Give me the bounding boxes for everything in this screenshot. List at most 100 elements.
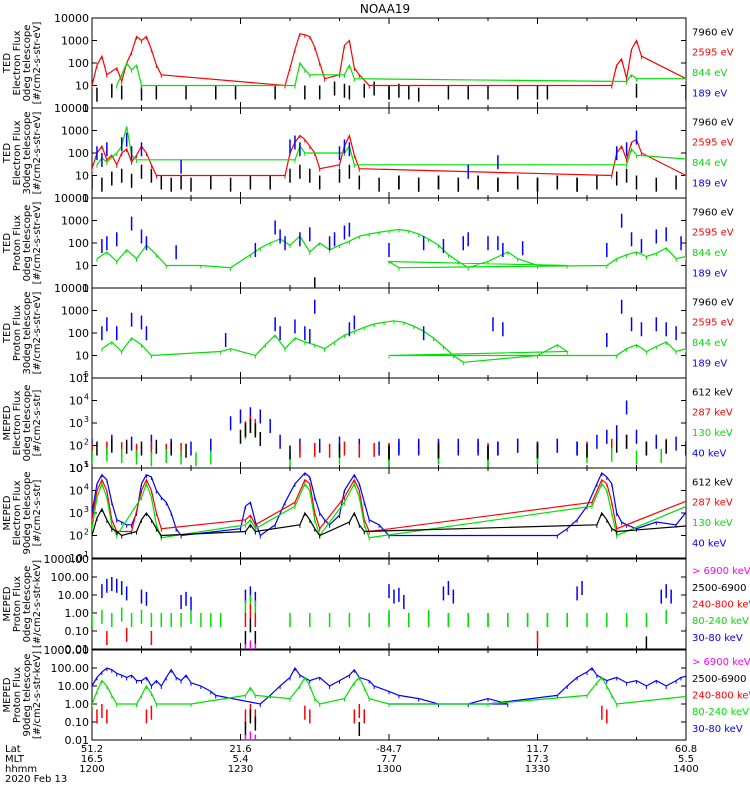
y-tick-label: 1 — [82, 102, 89, 115]
series — [92, 666, 686, 707]
y-tick-label: 10 — [69, 552, 83, 565]
y-tick-label: 10 — [75, 170, 89, 183]
series — [92, 472, 686, 539]
series — [101, 299, 677, 347]
y-axis-label: MEPED — [2, 677, 13, 712]
footer-tick-lat: 51.2 — [81, 744, 103, 755]
legend-entry: 189 eV — [692, 89, 727, 100]
y-tick-label: 10 — [69, 440, 83, 453]
y-tick-label: 10 — [69, 485, 83, 498]
legend-entry: 189 eV — [692, 179, 727, 190]
y-tick-label: 1000.00 — [44, 553, 90, 566]
legend-entry: 7960 eV — [692, 297, 734, 308]
series — [96, 126, 686, 168]
y-axis-label: [#/cm2-s-str] — [32, 479, 43, 546]
y-tick-label: 10000 — [54, 282, 89, 295]
y-tick-exponent: 2 — [84, 528, 89, 537]
y-axis-label: [#/cm2-s-str-eV] — [32, 292, 43, 375]
series — [244, 731, 257, 740]
y-tick-label: 100.00 — [51, 571, 90, 584]
y-tick-exponent: 3 — [84, 505, 89, 514]
y-tick-exponent: 4 — [84, 393, 89, 402]
figure-title: NOAA19 — [360, 2, 410, 16]
legend-entry: 189 eV — [692, 359, 727, 370]
legend-entry: 844 eV — [692, 248, 727, 259]
legend-entry: 287 keV — [692, 498, 733, 509]
plot-area — [92, 472, 686, 541]
footer-tick-mlt: 17.3 — [526, 754, 548, 765]
y-tick-label: 10 — [69, 530, 83, 543]
legend-entry: > 6900 keV — [692, 566, 750, 577]
series — [92, 400, 677, 456]
y-axis-label: TED — [2, 53, 13, 74]
series-line — [92, 133, 686, 177]
footer-tick-hhmm: 1300 — [376, 764, 401, 775]
legend-entry: 40 keV — [692, 449, 726, 460]
y-tick-label: 10000 — [54, 192, 89, 205]
y-tick-label: 0.10 — [65, 625, 90, 638]
plot-frame — [91, 467, 687, 559]
y-tick-label: 0.01 — [65, 643, 90, 656]
legend-entry: 30-80 keV — [692, 724, 743, 735]
footer-row-label: 2020 Feb 13 — [5, 774, 67, 785]
footer-tick-hhmm: 1200 — [79, 764, 104, 775]
y-tick-exponent: 1 — [84, 460, 89, 469]
series-line — [92, 481, 686, 539]
y-tick-label: 100.00 — [51, 662, 90, 675]
legend-entry: 2595 eV — [692, 318, 734, 329]
footer-tick-lat: -84.7 — [376, 744, 402, 755]
y-axis-label: MEPED — [2, 495, 13, 530]
y-tick-exponent: 1 — [84, 550, 89, 559]
series — [96, 704, 608, 724]
y-axis-label: [#/cm2-s-str-eV] — [32, 202, 43, 285]
y-axis-label: Electron Flux — [12, 390, 23, 455]
y-tick-label: 1.00 — [65, 698, 90, 711]
series — [116, 61, 686, 89]
legend-entry: 2595 eV — [692, 228, 734, 239]
series — [96, 228, 686, 271]
y-axis-label: MEPED — [2, 586, 13, 621]
plot-area — [92, 400, 686, 467]
y-axis-label: Proton Flux — [12, 667, 23, 723]
series — [92, 676, 686, 707]
footer-row-label: Lat — [5, 744, 21, 755]
y-axis-label: [#/cm2-s-str-eV] — [32, 112, 43, 195]
footer-row-label: MLT — [5, 754, 25, 765]
legend-entry: 287 keV — [692, 408, 733, 419]
y-axis-label: 30deg telescope — [22, 111, 33, 194]
legend-entry: 844 eV — [692, 158, 727, 169]
footer-tick-mlt: 16.5 — [81, 754, 103, 765]
legend-entry: 240-800 keV — [692, 600, 750, 611]
series-line — [92, 676, 686, 705]
y-tick-label: 10 — [75, 350, 89, 363]
plot-area — [96, 213, 686, 288]
legend-entry: 80-240 keV — [692, 707, 749, 718]
y-tick-exponent: 4 — [84, 483, 89, 492]
panel-3: 1 10 100 1000 10000 TED Proton Flux 0deg telesc… — [2, 192, 734, 295]
legend-entry: 80-240 keV — [692, 616, 749, 627]
y-tick-label: 10 — [75, 260, 89, 273]
series-line — [92, 32, 686, 87]
series — [101, 320, 686, 366]
y-tick-label: 1 — [82, 192, 89, 205]
legend-entry: 240-800 keV — [692, 691, 750, 702]
y-tick-label: 1000 — [61, 35, 89, 48]
plot-area — [92, 577, 686, 649]
y-tick-label: 10 — [69, 417, 83, 430]
y-tick-label: 10.00 — [58, 680, 90, 693]
y-axis-label: [#/cm2-s-str] — [32, 389, 43, 456]
series — [244, 618, 648, 649]
y-tick-label: 10 — [69, 372, 83, 385]
y-axis-label: Proton Flux — [12, 215, 23, 271]
series — [244, 640, 257, 649]
legend-entry: 612 keV — [692, 387, 733, 398]
plot-area — [92, 666, 686, 740]
series — [92, 481, 686, 541]
series — [92, 164, 677, 192]
footer-tick-mlt: 5.4 — [233, 754, 249, 765]
